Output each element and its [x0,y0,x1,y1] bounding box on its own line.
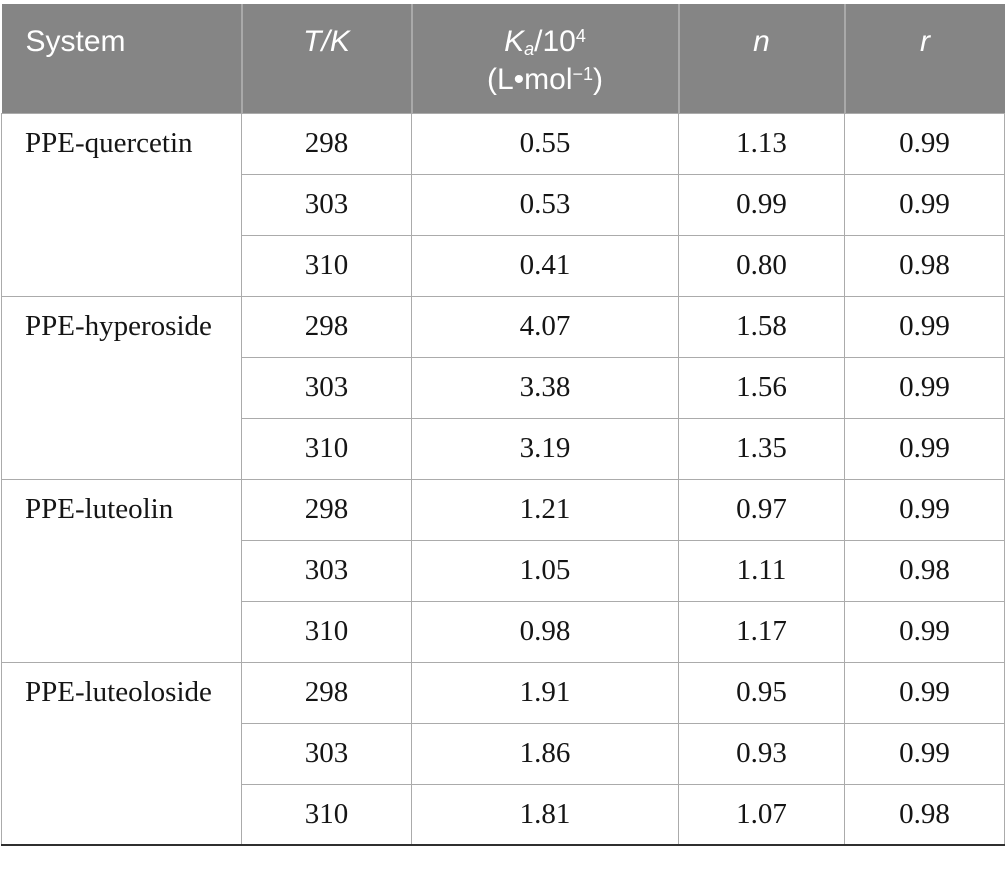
ka-exponent: 4 [575,26,586,46]
table-row: 310 0.41 0.80 0.98 [2,234,1005,297]
temperature-cell: 298 [241,112,412,175]
temperature-cell: 298 [241,295,412,358]
temperature-cell: 303 [241,356,412,419]
n-cell: 1.13 [678,112,845,175]
r-cell: 0.99 [844,356,1005,419]
table-row: PPE-hyperoside 298 4.07 1.58 0.99 [1,295,1005,480]
n-cell: 0.99 [678,173,845,236]
system-cell: PPE-hyperoside [1,295,242,480]
table-row: PPE-luteolin 298 1.21 0.97 0.99 [1,478,1005,663]
ka-cell: 3.38 [411,356,679,419]
system-cell: PPE-luteolin [1,478,242,663]
n-cell: 0.93 [678,722,845,785]
column-header-temperature: T/K [240,4,412,113]
unit-exponent: −1 [572,63,594,84]
table-header: System T/K Ka/104 (L•mol−1) n r [1,4,1005,113]
r-cell: 0.98 [844,234,1005,297]
r-cell: 0.98 [844,783,1005,846]
temperature-cell: 303 [241,539,412,602]
n-cell: 1.17 [678,600,845,663]
r-cell: 0.99 [844,661,1005,724]
n-cell: 1.11 [678,539,845,602]
ka-cell: 0.41 [411,234,679,297]
r-cell: 0.99 [844,722,1005,785]
temperature-cell: 298 [241,478,412,541]
table-body: PPE-quercetin 298 0.55 1.13 0.99 303 0.5… [1,112,1005,846]
r-cell: 0.99 [844,295,1005,358]
table-row: 310 0.98 1.17 0.99 [2,600,1005,663]
n-cell: 0.95 [678,661,845,724]
r-cell: 0.99 [844,478,1005,541]
n-cell: 0.97 [678,478,845,541]
column-header-r: r [843,4,1005,113]
table-row: 303 3.38 1.56 0.99 [2,356,1005,419]
n-cell: 1.07 [678,783,845,846]
ka-symbol: K [504,25,525,58]
temperature-cell: 303 [241,722,412,785]
table-row: PPE-luteoloside 298 1.91 0.95 0.99 [1,661,1005,846]
temperature-cell: 298 [241,661,412,724]
ka-cell: 4.07 [411,295,679,358]
table-row: 310 3.19 1.35 0.99 [2,417,1005,480]
column-header-n: n [677,4,845,113]
ka-cell: 1.05 [411,539,679,602]
r-cell: 0.99 [844,600,1005,663]
column-header-ka: Ka/104 (L•mol−1) [410,4,679,113]
table-row: 310 1.81 1.07 0.98 [2,783,1005,846]
temperature-cell: 310 [241,417,412,480]
ka-subscript: a [524,38,535,59]
table-row: PPE-quercetin 298 0.55 1.13 0.99 [1,112,1005,297]
temperature-cell: 310 [241,600,412,663]
r-cell: 0.99 [844,173,1005,236]
temperature-cell: 310 [241,234,412,297]
table-row: 303 1.05 1.11 0.98 [2,539,1005,602]
ka-cell: 0.55 [411,112,679,175]
ka-cell: 3.19 [411,417,679,480]
n-cell: 0.80 [678,234,845,297]
ka-cell: 0.98 [411,600,679,663]
n-cell: 1.35 [678,417,845,480]
system-cell: PPE-luteoloside [1,661,242,846]
r-cell: 0.98 [844,539,1005,602]
binding-parameters-table: System T/K Ka/104 (L•mol−1) n r PPE-quer… [1,4,1005,846]
n-cell: 1.58 [678,295,845,358]
n-cell: 1.56 [678,356,845,419]
ka-cell: 1.91 [411,661,679,724]
ka-formula: Ka/104 [504,25,586,59]
r-cell: 0.99 [844,112,1005,175]
ka-cell: 1.86 [411,722,679,785]
temperature-cell: 310 [241,783,412,846]
ka-cell: 0.53 [411,173,679,236]
table-row: 303 1.86 0.93 0.99 [2,722,1005,785]
column-header-system: System [1,4,242,113]
header-row: System T/K Ka/104 (L•mol−1) n r [1,4,1005,113]
r-cell: 0.99 [844,417,1005,480]
ka-cell: 1.81 [411,783,679,846]
system-cell: PPE-quercetin [1,112,242,297]
temperature-cell: 303 [241,173,412,236]
ka-unit: (L•mol−1) [486,62,604,96]
ka-cell: 1.21 [411,478,679,541]
